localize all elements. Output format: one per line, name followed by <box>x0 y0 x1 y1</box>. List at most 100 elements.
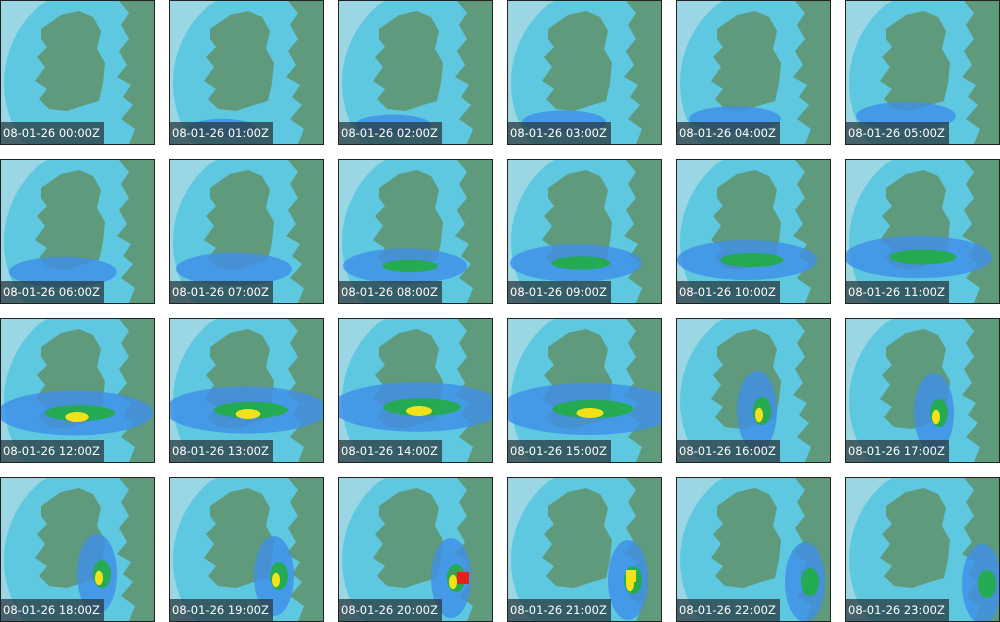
radar-map <box>170 319 323 462</box>
timestamp-label: 08-01-26 21:00Z <box>508 599 611 621</box>
radar-map <box>170 160 323 303</box>
radar-frame[interactable]: 08-01-26 19:00Z <box>169 477 324 622</box>
radar-map <box>339 160 492 303</box>
radar-frame[interactable]: 08-01-26 23:00Z <box>845 477 1000 622</box>
radar-frame[interactable]: 08-01-26 09:00Z <box>507 159 662 304</box>
great-britain-land <box>624 478 661 621</box>
precip-moderate <box>889 249 957 265</box>
timestamp-label: 08-01-26 09:00Z <box>508 281 611 303</box>
radar-frame[interactable]: 08-01-26 20:00Z <box>338 477 493 622</box>
great-britain-land <box>286 319 323 462</box>
precip-heavy <box>576 408 604 418</box>
radar-frame[interactable]: 08-01-26 18:00Z <box>0 477 155 622</box>
great-britain-land <box>793 160 830 303</box>
timestamp-label: 08-01-26 05:00Z <box>846 122 949 144</box>
radar-map <box>1 319 154 462</box>
radar-frame[interactable]: 08-01-26 08:00Z <box>338 159 493 304</box>
precip-light <box>9 256 117 288</box>
great-britain-land <box>286 1 323 144</box>
great-britain-land <box>455 1 492 144</box>
precip-moderate <box>720 253 784 267</box>
precip-heavy <box>235 409 261 419</box>
great-britain-land <box>455 160 492 303</box>
precip-heavy <box>449 574 457 590</box>
great-britain-land <box>117 1 154 144</box>
timestamp-label: 08-01-26 20:00Z <box>339 599 442 621</box>
great-britain-land <box>793 319 830 462</box>
radar-frame[interactable]: 08-01-26 04:00Z <box>676 0 831 145</box>
radar-frame[interactable]: 08-01-26 12:00Z <box>0 318 155 463</box>
radar-map <box>846 160 999 303</box>
precip-heavy <box>932 409 940 425</box>
ireland-land <box>204 11 274 111</box>
radar-map <box>1 478 154 621</box>
radar-map <box>846 1 999 144</box>
timestamp-label: 08-01-26 02:00Z <box>339 122 442 144</box>
radar-frame[interactable]: 08-01-26 07:00Z <box>169 159 324 304</box>
radar-map <box>677 478 830 621</box>
great-britain-land <box>286 160 323 303</box>
radar-map <box>339 478 492 621</box>
timestamp-label: 08-01-26 04:00Z <box>677 122 780 144</box>
timestamp-label: 08-01-26 15:00Z <box>508 440 611 462</box>
precip-moderate <box>801 568 819 596</box>
radar-map <box>508 478 661 621</box>
ireland-land <box>542 488 612 588</box>
timestamp-label: 08-01-26 08:00Z <box>339 281 442 303</box>
radar-map <box>170 1 323 144</box>
timestamp-label: 08-01-26 22:00Z <box>677 599 780 621</box>
timestamp-label: 08-01-26 06:00Z <box>1 281 104 303</box>
radar-frame[interactable]: 08-01-26 11:00Z <box>845 159 1000 304</box>
ireland-land <box>373 488 443 588</box>
radar-frame[interactable]: 08-01-26 03:00Z <box>507 0 662 145</box>
precip-heavy <box>65 412 89 422</box>
radar-map <box>508 160 661 303</box>
radar-frame[interactable]: 08-01-26 15:00Z <box>507 318 662 463</box>
great-britain-land <box>962 160 999 303</box>
radar-frame[interactable]: 08-01-26 06:00Z <box>0 159 155 304</box>
radar-map <box>1 160 154 303</box>
radar-map <box>339 319 492 462</box>
radar-frame[interactable]: 08-01-26 22:00Z <box>676 477 831 622</box>
radar-frame[interactable]: 08-01-26 13:00Z <box>169 318 324 463</box>
radar-map <box>170 478 323 621</box>
great-britain-land <box>117 319 154 462</box>
great-britain-land <box>286 478 323 621</box>
ireland-land <box>711 11 781 111</box>
timestamp-label: 08-01-26 13:00Z <box>170 440 273 462</box>
radar-frame[interactable]: 08-01-26 00:00Z <box>0 0 155 145</box>
timestamp-label: 08-01-26 12:00Z <box>1 440 104 462</box>
radar-map <box>846 319 999 462</box>
timestamp-label: 08-01-26 14:00Z <box>339 440 442 462</box>
radar-map <box>1 1 154 144</box>
timestamp-label: 08-01-26 10:00Z <box>677 281 780 303</box>
great-britain-land <box>624 160 661 303</box>
precip-moderate <box>978 570 996 598</box>
timestamp-label: 08-01-26 01:00Z <box>170 122 273 144</box>
precip-extreme <box>457 572 469 584</box>
radar-map <box>339 1 492 144</box>
radar-frame[interactable]: 08-01-26 14:00Z <box>338 318 493 463</box>
precip-moderate <box>551 256 611 270</box>
radar-frame[interactable]: 08-01-26 21:00Z <box>507 477 662 622</box>
ireland-land <box>373 11 443 111</box>
radar-frame[interactable]: 08-01-26 16:00Z <box>676 318 831 463</box>
great-britain-land <box>793 1 830 144</box>
radar-frame[interactable]: 08-01-26 17:00Z <box>845 318 1000 463</box>
radar-frame[interactable]: 08-01-26 05:00Z <box>845 0 1000 145</box>
precip-heavy <box>626 570 636 582</box>
radar-map <box>677 160 830 303</box>
ireland-land <box>35 170 105 270</box>
radar-frame[interactable]: 08-01-26 02:00Z <box>338 0 493 145</box>
ireland-land <box>880 488 950 588</box>
great-britain-land <box>455 478 492 621</box>
radar-frame[interactable]: 08-01-26 01:00Z <box>169 0 324 145</box>
timestamp-label: 08-01-26 16:00Z <box>677 440 780 462</box>
great-britain-land <box>624 1 661 144</box>
radar-map <box>508 319 661 462</box>
timestamp-label: 08-01-26 17:00Z <box>846 440 949 462</box>
radar-frame[interactable]: 08-01-26 10:00Z <box>676 159 831 304</box>
great-britain-land <box>962 319 999 462</box>
radar-map <box>677 1 830 144</box>
